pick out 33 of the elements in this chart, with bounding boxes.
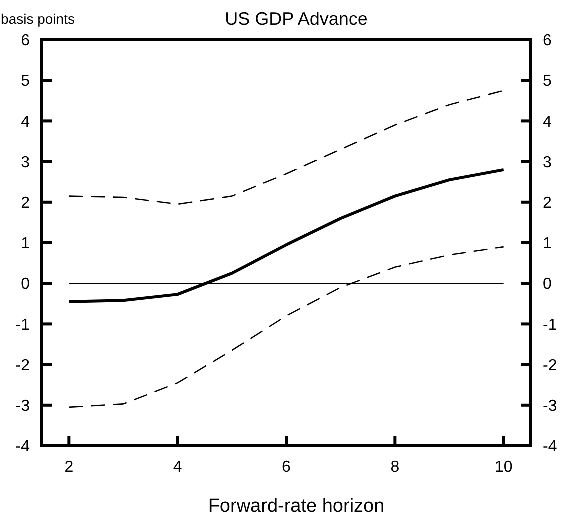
x-tick-label: 4 (173, 459, 182, 476)
y2-tick-label: -2 (543, 357, 558, 374)
y-tick-label: 0 (21, 276, 30, 294)
x-tick-label: 10 (494, 459, 513, 476)
x-tick-label: 8 (390, 459, 400, 476)
y-tick-label: -1 (16, 316, 30, 334)
y2-tick-label: 3 (543, 154, 552, 172)
x-tick-label: 6 (282, 459, 292, 476)
y-tick-label: -3 (16, 398, 30, 415)
y-tick-label: 1 (21, 236, 30, 253)
y-tick-label: -2 (16, 357, 30, 374)
y-tick-label: 6 (21, 32, 30, 50)
y2-tick-label: 6 (543, 32, 552, 50)
y2-tick-label: 1 (543, 236, 552, 253)
line-series (68, 246, 504, 408)
x-axis-title: Forward-rate horizon (208, 496, 385, 517)
line-series (68, 90, 504, 206)
y2-tick-label: 4 (543, 114, 552, 131)
y2-tick-label: -1 (543, 316, 558, 334)
y2-tick-label: -4 (543, 438, 558, 456)
y-tick-label: 3 (21, 154, 30, 172)
line-series (68, 168, 506, 304)
y-tick-label: 2 (21, 195, 30, 212)
y-tick-label: 4 (21, 114, 30, 131)
y2-tick-label: -3 (543, 398, 558, 415)
y-axis-title: basis points (1, 11, 75, 27)
y2-tick-label: 0 (543, 276, 552, 294)
y-tick-label: -4 (16, 438, 30, 456)
chart-title: US GDP Advance (225, 9, 368, 29)
y2-tick-label: 5 (543, 73, 552, 90)
y-tick-label: 5 (21, 73, 30, 90)
x-tick-label: 2 (64, 459, 74, 476)
y2-tick-label: 2 (543, 195, 552, 212)
